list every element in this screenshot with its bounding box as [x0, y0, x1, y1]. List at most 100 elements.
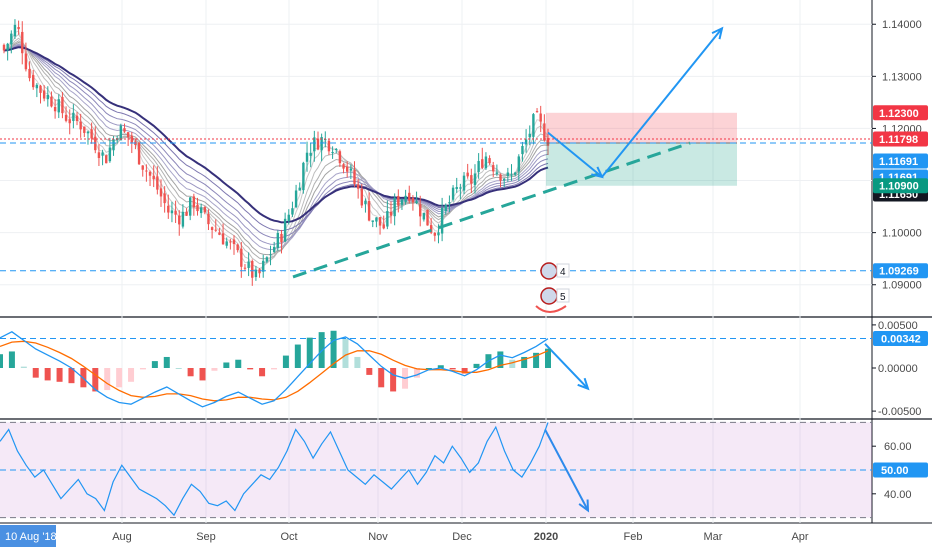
event-markers[interactable]: 45	[540, 262, 570, 305]
candle-body[interactable]	[481, 159, 484, 168]
arrow-up-target-shaft[interactable]	[601, 27, 723, 178]
candle-body[interactable]	[28, 68, 31, 79]
macd-histogram-bar[interactable]	[294, 344, 301, 368]
arrow-oscillator-down-shaft[interactable]	[544, 429, 589, 511]
candle-body[interactable]	[408, 192, 411, 201]
arrow-macd-down-head[interactable]	[577, 377, 590, 391]
candle-body[interactable]	[448, 202, 451, 204]
candle-body[interactable]	[156, 176, 159, 190]
candle-body[interactable]	[192, 196, 196, 208]
candle-body[interactable]	[367, 201, 371, 221]
candle-body[interactable]	[203, 207, 207, 213]
macd-value-tag[interactable]: 0.00342	[873, 331, 928, 347]
candle-body[interactable]	[221, 233, 225, 245]
macd-histogram-bar[interactable]	[437, 365, 444, 368]
candle-body[interactable]	[324, 139, 327, 141]
candle-body[interactable]	[159, 188, 163, 197]
macd-histogram-bar[interactable]	[32, 368, 39, 378]
candle-body[interactable]	[21, 31, 24, 54]
candle-body[interactable]	[291, 208, 294, 215]
candle-body[interactable]	[32, 75, 35, 88]
candle-body[interactable]	[327, 140, 331, 152]
arrow-up-target[interactable]	[601, 26, 724, 178]
oscillator-line[interactable]	[0, 422, 549, 517]
price-tag-background[interactable]	[873, 263, 928, 279]
candle-body[interactable]	[86, 131, 90, 134]
candle-body[interactable]	[167, 205, 170, 213]
candle-body[interactable]	[13, 24, 17, 37]
price-tag[interactable]: 1.10900	[873, 178, 928, 194]
price-tag[interactable]: 1.09269	[873, 263, 928, 279]
candle-body[interactable]	[276, 232, 280, 248]
candle-body[interactable]	[83, 126, 86, 133]
macd-histogram-bar[interactable]	[163, 356, 170, 368]
macd-histogram-bar[interactable]	[497, 351, 504, 368]
candle-body[interactable]	[382, 224, 385, 229]
macd-value-tag-background[interactable]	[873, 331, 928, 347]
candle-body[interactable]	[199, 207, 203, 214]
candle-body[interactable]	[419, 204, 422, 217]
candle-body[interactable]	[24, 53, 28, 70]
candle-body[interactable]	[108, 147, 112, 162]
macd-histogram-bar[interactable]	[187, 368, 194, 377]
candle-body[interactable]	[240, 248, 243, 267]
candle-body[interactable]	[305, 152, 309, 162]
candle-body[interactable]	[539, 113, 542, 122]
macd-histogram-bar[interactable]	[139, 368, 146, 370]
macd-histogram-bar[interactable]	[271, 368, 277, 370]
candle-body[interactable]	[178, 215, 181, 225]
candle-body[interactable]	[528, 133, 531, 138]
macd-histogram-bar[interactable]	[259, 368, 266, 377]
macd-histogram-bar[interactable]	[366, 368, 373, 375]
candle-body[interactable]	[64, 114, 68, 121]
candle-body[interactable]	[404, 195, 407, 203]
macd-histogram-bar[interactable]	[306, 337, 313, 368]
candle-body[interactable]	[145, 170, 148, 172]
candle-body[interactable]	[535, 111, 539, 113]
macd-line[interactable]	[0, 331, 549, 408]
candle-body[interactable]	[170, 210, 174, 214]
candle-body[interactable]	[484, 156, 488, 169]
macd-histogram-bar[interactable]	[175, 368, 182, 369]
candle-body[interactable]	[141, 165, 144, 170]
oscillator-value-tag[interactable]: 50.00	[873, 462, 928, 478]
candle-body[interactable]	[137, 142, 141, 165]
candle-body[interactable]	[492, 165, 495, 172]
candle-body[interactable]	[393, 197, 396, 217]
oscillator-value-tag-background[interactable]	[873, 462, 928, 478]
price-tag-background[interactable]	[873, 105, 928, 121]
candle-body[interactable]	[130, 135, 133, 143]
candle-body[interactable]	[302, 162, 305, 191]
macd-histogram-bar[interactable]	[151, 361, 158, 368]
candle-body[interactable]	[378, 217, 382, 226]
date-cursor-badge[interactable]	[0, 525, 56, 547]
price-tag[interactable]: 1.11691	[873, 153, 928, 169]
macd-histogram-bar[interactable]	[56, 368, 63, 382]
candle-body[interactable]	[309, 152, 312, 156]
candle-body[interactable]	[232, 239, 236, 245]
macd-histogram-bar[interactable]	[354, 356, 361, 368]
candle-body[interactable]	[262, 260, 265, 272]
candle-body[interactable]	[440, 208, 444, 234]
arrow-down-target-shaft[interactable]	[547, 131, 603, 178]
candle-body[interactable]	[247, 261, 250, 268]
candle-body[interactable]	[462, 175, 466, 191]
candle-body[interactable]	[338, 151, 342, 164]
price-tag-background[interactable]	[873, 131, 928, 147]
candle-body[interactable]	[455, 187, 458, 189]
candle-body[interactable]	[342, 164, 345, 169]
arrow-down-target-head[interactable]	[591, 166, 604, 179]
candle-body[interactable]	[265, 257, 269, 262]
time-axis[interactable]: 10 Aug '18 Aug Sep Oct Nov Dec 2020 Feb Mar Apr	[0, 525, 809, 547]
arrow-macd-down[interactable]	[544, 343, 590, 391]
candle-body[interactable]	[397, 195, 400, 206]
candle-body[interactable]	[426, 209, 429, 226]
candle-body[interactable]	[451, 187, 455, 200]
oscillator-axis[interactable]: 60.00 40.00	[872, 441, 912, 501]
candle-body[interactable]	[174, 210, 177, 215]
candle-body[interactable]	[189, 197, 192, 216]
candle-body[interactable]	[495, 172, 499, 174]
candle-body[interactable]	[524, 139, 528, 145]
candle-body[interactable]	[499, 174, 502, 181]
candle-body[interactable]	[236, 244, 239, 251]
